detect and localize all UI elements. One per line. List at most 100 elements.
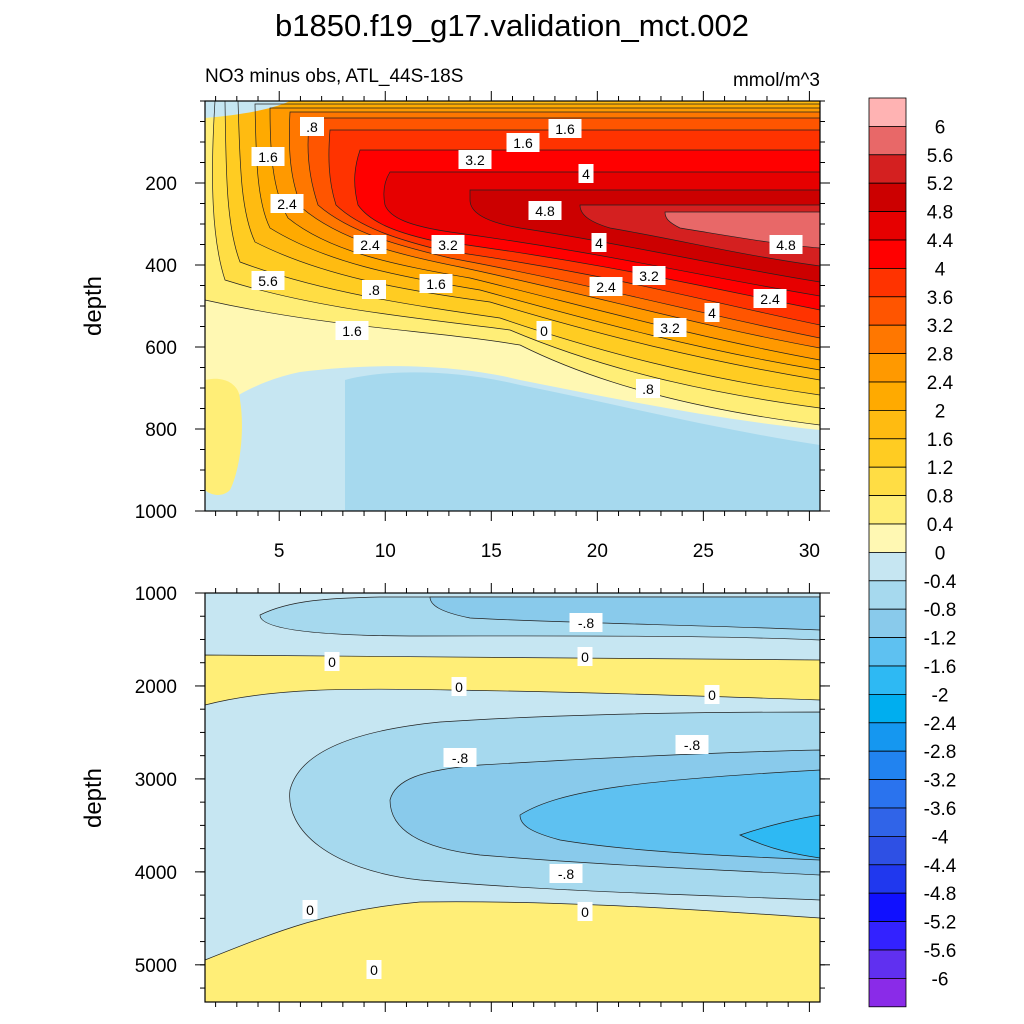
upper-contour-label-text-11: 4.8 — [776, 237, 796, 253]
lower-contour-label-1: 0 — [324, 652, 340, 671]
upper-contour-label-bg-22 — [636, 379, 660, 398]
upper-contour-label-bg-2 — [270, 194, 304, 213]
colorbar-swatch-11 — [868, 409, 907, 440]
upper-contour-label-bg-17 — [704, 303, 720, 322]
lower-contour-label-text-9: 0 — [581, 904, 589, 920]
upper-ytick-label-200: 200 — [145, 174, 177, 195]
lower-band-2 — [204, 901, 821, 1003]
lower-contour-label-bg-8 — [302, 900, 318, 919]
lower-contour-label-text-3: 0 — [455, 679, 463, 695]
upper-contour-label-bg-12 — [251, 271, 285, 290]
upper-contour-label-10: 4 — [591, 233, 607, 252]
upper-contour-label-text-22: .8 — [642, 381, 654, 397]
colorbar-swatch-7 — [868, 296, 907, 326]
colorbar-label-1: 5.6 — [927, 146, 953, 167]
contour-line-8 — [307, 117, 821, 339]
upper-xtick-label-15: 15 — [481, 541, 502, 562]
upper-contour-labels: .81.62.41.63.244.81.62.4 3.2 4 4.85.6.8 1.6 2… — [251, 117, 803, 398]
band-neg-top — [205, 101, 290, 118]
upper-contour-label-text-20: 1.6 — [342, 323, 362, 339]
colorbar-swatch-9 — [868, 353, 907, 383]
colorbar-swatch-18 — [868, 608, 907, 639]
upper-contour-label-22: .8 — [636, 379, 660, 398]
lower-axes: 1000 2000 3000 4000 5000 — [135, 583, 830, 1012]
colorbar-label-2: 5.2 — [927, 174, 953, 195]
band-neg-core — [345, 372, 820, 511]
lower-panel: -.8 0 0 0 0 -.8 -.8 -.8 0 0 0 1000 2000 3000 4000 5000… — [80, 583, 830, 1012]
contour-line-6 — [269, 107, 821, 361]
upper-contour-label-bg-7 — [548, 119, 582, 138]
lower-ytick-label-3000: 3000 — [135, 770, 177, 791]
upper-contour-label-bg-9 — [431, 235, 465, 254]
lower-ylabel: depth — [80, 768, 107, 828]
colorbar-label-14: 0.4 — [927, 515, 954, 536]
colorbar-swatch-31 — [868, 978, 907, 1008]
colorbar-swatch-23 — [868, 750, 907, 781]
colorbar-swatch-19 — [868, 637, 907, 667]
upper-contour-label-text-7: 1.6 — [555, 121, 575, 137]
colorbar: 6 5.6 5.2 4.8 4.4 4 3.6 3.2 2.8 2.4 2 1.6 1.2 0.8 0.4 0… — [868, 97, 957, 1008]
colorbar-swatch-4 — [868, 211, 907, 241]
colorbar-label-13: 0.8 — [927, 487, 953, 508]
lower-contour-label-4: 0 — [704, 685, 720, 704]
colorbar-label-3: 4.8 — [927, 203, 953, 224]
colorbar-swatch-13 — [868, 466, 907, 497]
colorbar-label-19: -1.6 — [924, 657, 957, 678]
upper-contour-label-13: .8 — [362, 280, 386, 299]
colorbar-swatch-8 — [868, 324, 907, 355]
colorbar-label-17: -0.8 — [924, 600, 957, 621]
upper-contour-label-16: 3.2 — [632, 266, 666, 285]
upper-contour-label-1: 1.6 — [251, 147, 285, 166]
upper-contour-label-14: 1.6 — [419, 274, 453, 293]
colorbar-swatch-29 — [868, 921, 907, 951]
colorbar-label-22: -2.8 — [924, 742, 957, 763]
lower-contour-label-3: 0 — [451, 677, 467, 696]
colorbar-label-18: -1.2 — [924, 629, 957, 650]
upper-contour-label-bg-14 — [419, 274, 453, 293]
upper-ytick-label-600: 600 — [145, 338, 177, 359]
upper-contour-label-bg-15 — [589, 277, 623, 296]
colorbar-swatch-5 — [868, 239, 907, 269]
contour-line-1 — [204, 100, 821, 426]
colorbar-label-25: -4 — [932, 827, 949, 848]
lower-band-8 — [429, 596, 821, 631]
chart-subtitle: NO3 minus obs, ATL_44S-18S — [205, 66, 463, 87]
upper-contour-label-18: 2.4 — [753, 289, 787, 308]
colorbar-swatch-21 — [868, 694, 907, 724]
upper-contour-label-4: 3.2 — [458, 150, 492, 169]
colorbar-swatch-3 — [868, 182, 907, 212]
upper-xtick-label-30: 30 — [799, 541, 820, 562]
contour-line-7 — [288, 111, 821, 349]
upper-contour-label-text-0: .8 — [306, 119, 318, 135]
lower-contour-label-text-7: -.8 — [558, 866, 575, 882]
upper-ytick-label-800: 800 — [145, 420, 177, 441]
upper-contour-label-6: 4.8 — [528, 201, 562, 220]
contour-line-11 — [383, 171, 821, 297]
lower-contour-label-bg-1 — [324, 652, 340, 671]
colorbar-swatch-25 — [868, 807, 907, 837]
lower-contour-label-text-1: 0 — [328, 654, 336, 670]
upper-contour-label-19: 3.2 — [653, 318, 687, 337]
upper-contour-label-text-14: 1.6 — [426, 276, 446, 292]
upper-contour-label-17: 4 — [704, 303, 720, 322]
upper-contour-label-bg-3 — [506, 133, 540, 152]
upper-contour-label-bg-1 — [251, 147, 285, 166]
upper-contour-label-3: 1.6 — [506, 133, 540, 152]
lower-contour-label-2: 0 — [577, 647, 593, 666]
colorbar-label-9: 2.4 — [927, 373, 954, 394]
colorbar-swatch-15 — [868, 523, 907, 553]
upper-contour-label-bg-19 — [653, 318, 687, 337]
colorbar-label-21: -2.4 — [924, 714, 957, 735]
upper-xtick-label-5: 5 — [274, 541, 285, 562]
colorbar-swatch-10 — [868, 381, 907, 411]
upper-contour-label-text-16: 3.2 — [639, 268, 659, 284]
colorbar-label-12: 1.2 — [927, 458, 953, 479]
lower-contour-label-7: -.8 — [549, 864, 583, 883]
colorbar-label-24: -3.6 — [924, 799, 957, 820]
lower-contour-label-10: 0 — [366, 960, 382, 979]
chart-title: b1850.f19_g17.validation_mct.002 — [275, 8, 749, 43]
lower-contour-label-0: -.8 — [569, 613, 603, 632]
upper-contour-label-text-1: 1.6 — [258, 149, 278, 165]
colorbar-label-29: -5.6 — [924, 941, 957, 962]
